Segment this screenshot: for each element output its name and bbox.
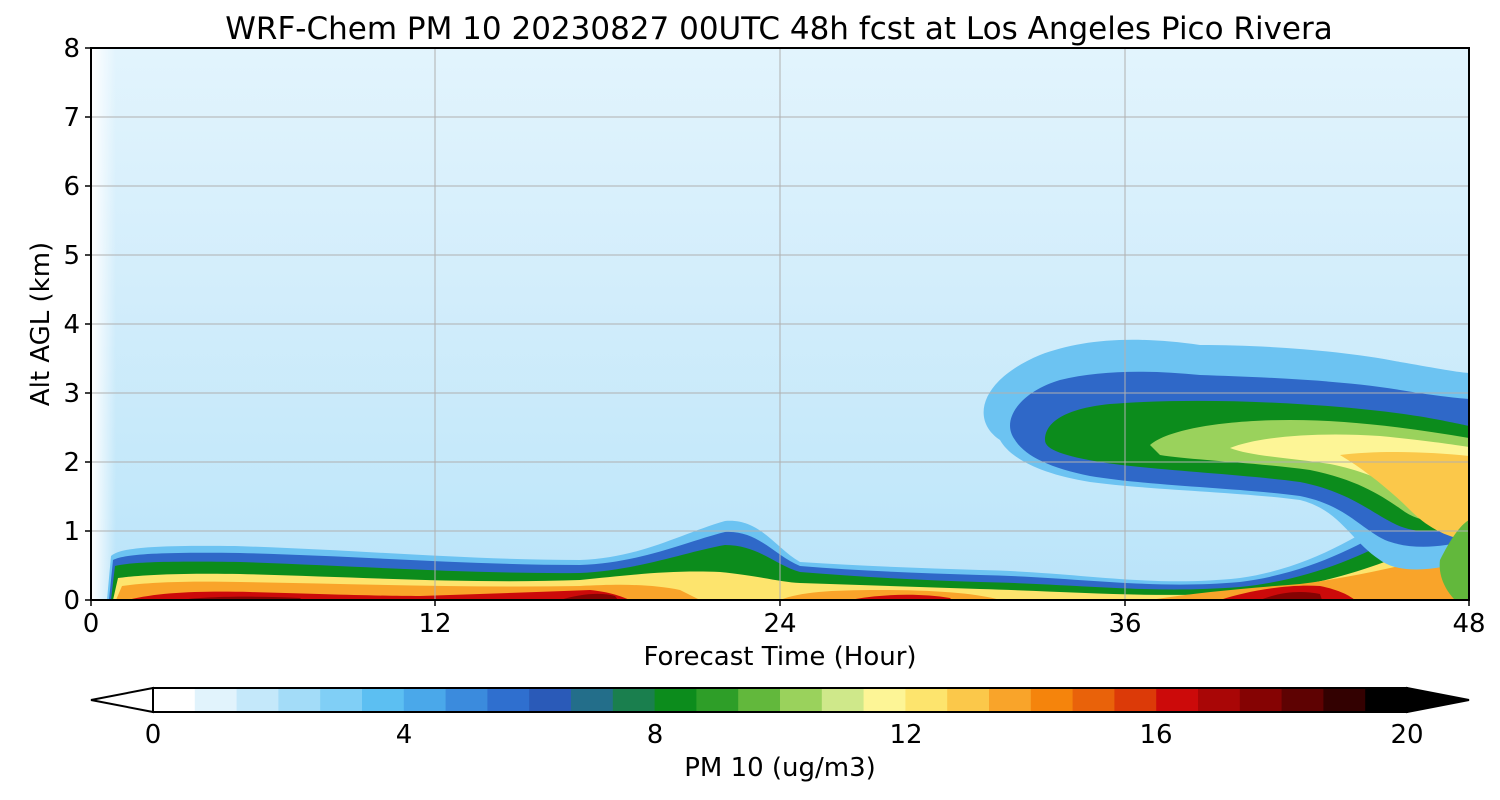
y-tick-label-2: 2: [63, 448, 80, 478]
x-axis: 0 12 24 36 48: [83, 600, 1486, 639]
colorbar-swatch: [989, 688, 1032, 712]
grid: [91, 48, 1469, 600]
colorbar-swatch: [612, 688, 656, 712]
colorbar-frame: [152, 687, 1408, 713]
y-tick-label-1: 1: [63, 517, 80, 547]
x-tick-label-24: 24: [763, 609, 796, 639]
cbar-tick-20: 20: [1390, 720, 1423, 750]
colorbar-extend-high: [1406, 686, 1470, 714]
colorbar-swatch: [362, 688, 405, 712]
lower-layer-green: [111, 506, 1469, 600]
plume-orange: [1340, 452, 1469, 540]
x-axis-label: Forecast Time (Hour): [643, 642, 916, 672]
colorbar-swatch: [236, 688, 279, 712]
colorbar-swatch: [863, 688, 906, 712]
lower-layer-orange: [116, 550, 1469, 600]
colorbar-swatch: [571, 688, 614, 712]
colorbar-swatch: [947, 688, 990, 712]
colorbar-swatch: [1281, 688, 1324, 712]
colorbar-swatch: [320, 688, 363, 712]
colorbar-swatch: [194, 688, 238, 712]
colorbar-swatch: [1365, 688, 1408, 712]
cbar-tick-12: 12: [889, 720, 922, 750]
colorbar-swatch: [278, 688, 321, 712]
colorbar-swatch: [1072, 688, 1115, 712]
cbar-tick-4: 4: [396, 720, 413, 750]
colorbar-swatch: [821, 688, 865, 712]
colorbar-swatch: [529, 688, 572, 712]
y-tick-label-8: 8: [63, 34, 80, 64]
x-tick-label-36: 36: [1108, 609, 1141, 639]
colorbar-swatch: [696, 688, 739, 712]
y-tick-label-0: 0: [63, 586, 80, 616]
chart-title: WRF-Chem PM 10 20230827 00UTC 48h fcst a…: [225, 11, 1332, 47]
colorbar-extend-low: [90, 686, 154, 714]
y-tick-label-7: 7: [63, 103, 80, 133]
cbar-tick-0: 0: [145, 720, 162, 750]
y-tick-label-5: 5: [63, 241, 80, 271]
x-tick-label-0: 0: [83, 609, 100, 639]
colorbar-swatch: [780, 688, 823, 712]
x-tick-label-12: 12: [418, 609, 451, 639]
y-tick-label-3: 3: [63, 379, 80, 409]
x-tick-label-48: 48: [1452, 609, 1485, 639]
colorbar-swatch: [403, 688, 447, 712]
plot-area: [91, 48, 1469, 600]
colorbar-swatches: [153, 688, 1408, 712]
cbar-tick-16: 16: [1139, 720, 1172, 750]
colorbar-swatch: [905, 688, 948, 712]
colorbar-swatch: [1030, 688, 1074, 712]
colorbar-swatch: [738, 688, 781, 712]
colorbar-swatch: [654, 688, 697, 712]
colorbar-swatch: [1323, 688, 1366, 712]
plume-green-edge: [1439, 520, 1469, 600]
y-tick-label-6: 6: [63, 172, 80, 202]
cbar-tick-8: 8: [647, 720, 664, 750]
lower-layer-yellow: [113, 534, 1469, 600]
colorbar-swatch: [1198, 688, 1241, 712]
colorbar-label: PM 10 (ug/m3): [684, 753, 876, 783]
y-axis: 0 1 2 3 4 5 6 7 8: [63, 34, 91, 616]
colorbar-swatch: [1114, 688, 1157, 712]
colorbar-swatch: [1156, 688, 1199, 712]
y-tick-label-4: 4: [63, 310, 80, 340]
colorbar: 0 4 8 12 16 20 PM 10 (ug/m3): [90, 686, 1470, 783]
colorbar-swatch: [153, 688, 196, 712]
colorbar-swatch: [487, 688, 530, 712]
colorbar-ticks: 0 4 8 12 16 20: [145, 720, 1424, 750]
y-axis-label: Alt AGL (km): [26, 242, 56, 406]
colorbar-swatch: [1239, 688, 1283, 712]
colorbar-swatch: [445, 688, 488, 712]
